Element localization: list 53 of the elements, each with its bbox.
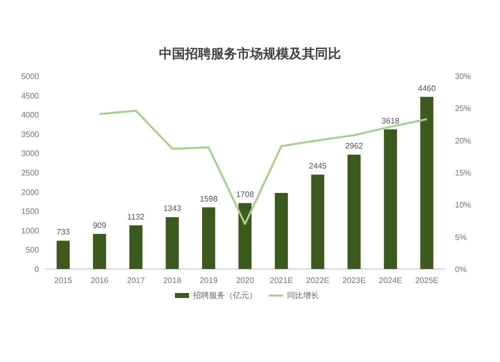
bar bbox=[93, 234, 106, 269]
y-tick-label: 4000 bbox=[21, 110, 40, 120]
data-label: 2962 bbox=[345, 142, 364, 151]
y2-tick-label: 10% bbox=[455, 200, 472, 210]
y-tick-label: 3500 bbox=[21, 130, 40, 139]
y2-tick-label: 20% bbox=[455, 136, 472, 146]
data-label: 2445 bbox=[308, 162, 328, 171]
legend-label: 同比增长 bbox=[287, 291, 319, 300]
data-label: 3618 bbox=[382, 116, 400, 126]
bar bbox=[166, 217, 179, 269]
y2-tick-label: 5% bbox=[455, 232, 467, 242]
data-label: 1598 bbox=[200, 194, 218, 204]
bar bbox=[348, 154, 361, 269]
y-tick-label: 3000 bbox=[21, 149, 40, 158]
x-tick-label: 2019 bbox=[200, 276, 218, 285]
data-label: 909 bbox=[92, 220, 107, 230]
x-tick-label: 2015 bbox=[54, 276, 73, 285]
y-tick-label: 500 bbox=[26, 246, 40, 255]
y-tick-label: 5000 bbox=[21, 72, 40, 81]
x-tick-label: 2024E bbox=[378, 276, 402, 285]
x-tick-label: 2018 bbox=[163, 276, 182, 285]
bar bbox=[420, 96, 434, 269]
y2-tick-label: 0% bbox=[455, 265, 467, 274]
data-label: 1343 bbox=[163, 204, 182, 214]
x-tick-label: 2023E bbox=[342, 276, 366, 285]
data-label: 1132 bbox=[127, 212, 146, 222]
legend-label: 招聘服务（亿元） bbox=[192, 291, 257, 300]
bar bbox=[384, 129, 397, 269]
bar bbox=[56, 240, 70, 269]
y2-tick-label: 30% bbox=[455, 72, 472, 81]
chart-title: 中国招聘服务市场规模及其同比 bbox=[159, 46, 341, 61]
y-tick-label: 4500 bbox=[21, 91, 40, 100]
bar bbox=[311, 174, 324, 269]
y-tick-label: 2500 bbox=[21, 168, 40, 178]
bar bbox=[129, 225, 142, 269]
bar bbox=[202, 207, 216, 269]
x-tick-label: 2017 bbox=[127, 276, 146, 285]
y-tick-label: 2000 bbox=[21, 188, 40, 197]
x-tick-label: 2021E bbox=[270, 276, 293, 285]
x-tick-label: 2022E bbox=[306, 276, 330, 285]
x-tick-label: 2020 bbox=[236, 276, 254, 285]
data-label: 1708 bbox=[236, 190, 254, 200]
bar bbox=[238, 203, 252, 269]
data-label: 733 bbox=[56, 228, 70, 237]
x-tick-label: 2025E bbox=[415, 276, 438, 285]
y-tick-label: 0 bbox=[34, 265, 40, 274]
x-tick-label: 2016 bbox=[90, 276, 109, 285]
y-tick-label: 1500 bbox=[21, 207, 40, 216]
y-tick-label: 1000 bbox=[21, 226, 40, 236]
y2-tick-label: 25% bbox=[455, 104, 472, 114]
bar bbox=[274, 192, 288, 269]
data-label: 4460 bbox=[418, 84, 436, 93]
y2-tick-label: 15% bbox=[455, 168, 472, 178]
